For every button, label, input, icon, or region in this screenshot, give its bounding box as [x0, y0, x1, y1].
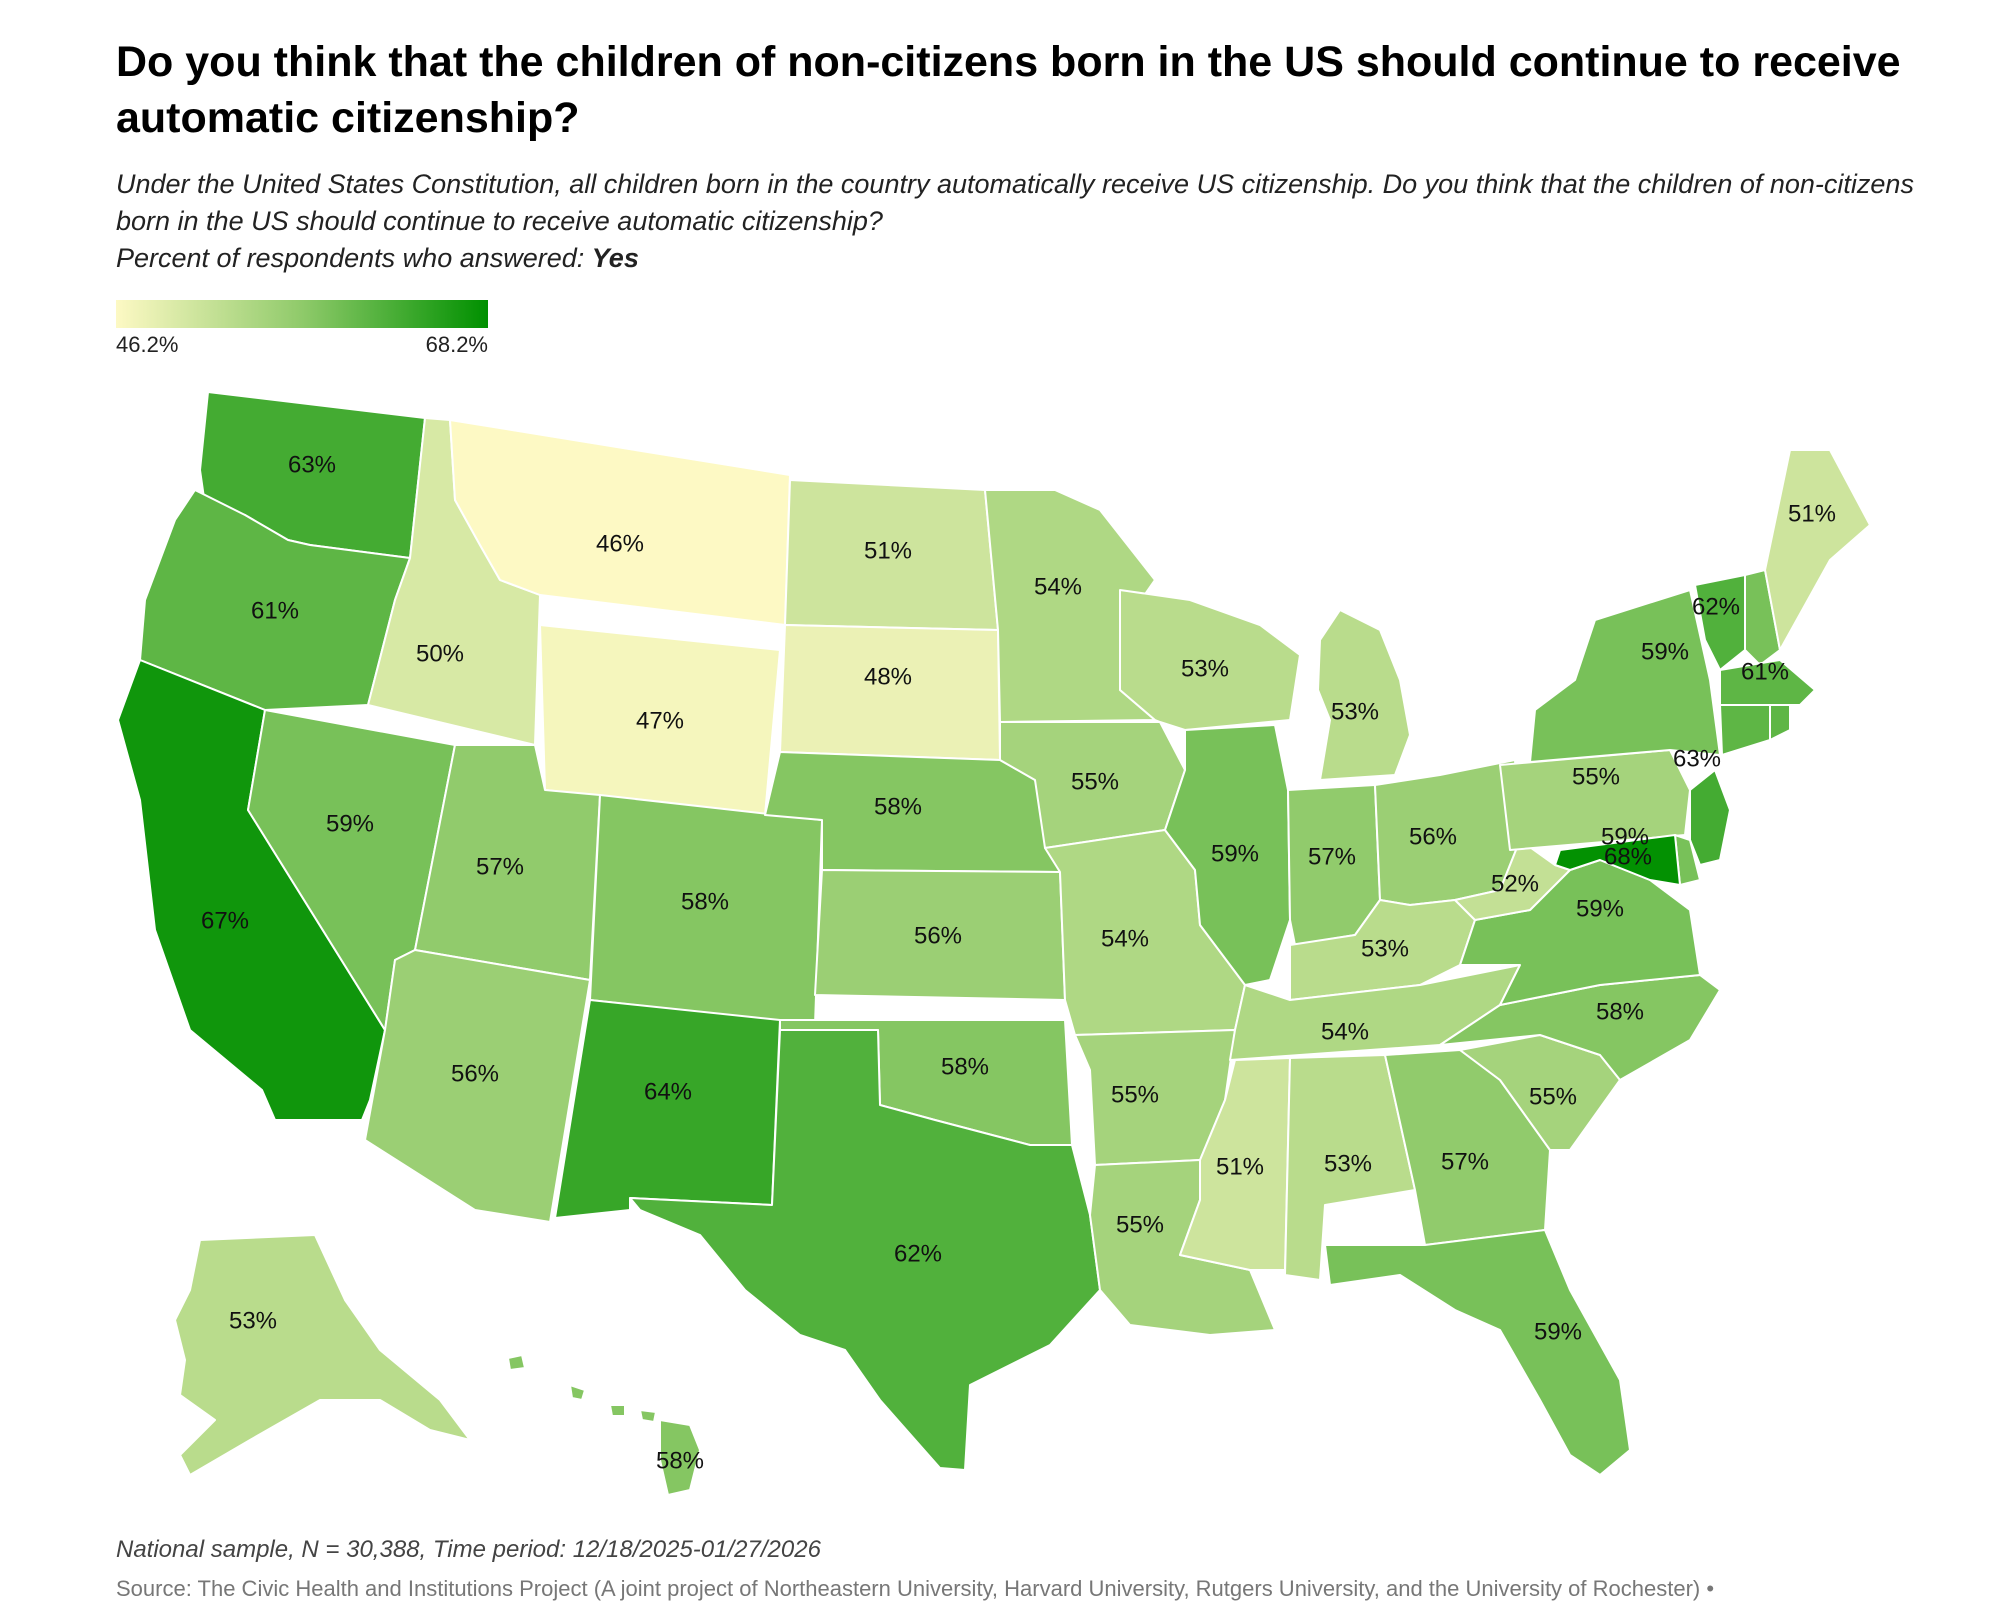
state-label-ga: 57%: [1441, 1148, 1489, 1175]
state-label-az: 56%: [451, 1060, 499, 1087]
state-ri[interactable]: [1769, 704, 1791, 741]
state-hi-island: [639, 1409, 657, 1423]
state-label-co: 58%: [681, 888, 729, 915]
state-label-ky: 53%: [1361, 935, 1409, 962]
state-label-sc: 55%: [1529, 1083, 1577, 1110]
state-label-mn: 54%: [1034, 573, 1082, 600]
legend-min-label: 46.2%: [116, 332, 179, 357]
state-label-tn: 54%: [1321, 1018, 1369, 1045]
state-hi-island: [507, 1354, 526, 1371]
state-label-fl: 59%: [1534, 1318, 1582, 1345]
state-label-hi: 58%: [656, 1447, 704, 1474]
sample-note: National sample, N = 30,388, Time period…: [116, 1536, 821, 1563]
state-ct[interactable]: [1719, 704, 1771, 756]
state-sd[interactable]: [779, 624, 1001, 761]
state-label-wa: 63%: [288, 451, 336, 478]
state-label-de: 59%: [1601, 823, 1649, 850]
state-label-id: 50%: [416, 640, 464, 667]
subtitle-question: Under the United States Constitution, al…: [116, 169, 1914, 236]
state-vt[interactable]: [1694, 574, 1746, 671]
state-label-ak: 53%: [229, 1307, 277, 1334]
state-label-pa: 55%: [1572, 763, 1620, 790]
source-note: Source: The Civic Health and Institution…: [116, 1576, 1715, 1601]
state-label-mi: 53%: [1331, 698, 1379, 725]
state-label-ut: 57%: [476, 853, 524, 880]
state-label-mo: 54%: [1101, 925, 1149, 952]
state-label-nj: 63%: [1673, 745, 1721, 772]
state-label-ms: 51%: [1216, 1153, 1264, 1180]
state-label-sd: 48%: [864, 663, 912, 690]
state-mi[interactable]: [1317, 609, 1411, 781]
state-label-va: 59%: [1576, 895, 1624, 922]
state-label-ca: 67%: [201, 907, 249, 934]
state-nm[interactable]: [554, 999, 781, 1219]
subtitle-prefix: Percent of respondents who answered:: [116, 243, 585, 273]
state-label-in: 57%: [1308, 843, 1356, 870]
subtitle-answer: Yes: [591, 243, 639, 273]
chart-title: Do you think that the children of non-ci…: [116, 38, 1901, 142]
state-label-ks: 56%: [914, 922, 962, 949]
legend-gradient-bar: [116, 300, 488, 328]
state-label-nd: 51%: [864, 537, 912, 564]
state-label-al: 53%: [1324, 1150, 1372, 1177]
state-label-vt: 62%: [1692, 593, 1740, 620]
state-nh[interactable]: [1744, 569, 1781, 666]
state-label-wv: 52%: [1491, 870, 1539, 897]
state-label-il: 59%: [1211, 840, 1259, 867]
state-md[interactable]: [1554, 834, 1681, 886]
state-label-wy: 47%: [636, 707, 684, 734]
state-label-nv: 59%: [326, 810, 374, 837]
state-hi-island: [569, 1384, 586, 1401]
state-label-me: 51%: [1788, 500, 1836, 527]
state-label-ma: 61%: [1741, 658, 1789, 685]
state-az[interactable]: [364, 949, 591, 1223]
state-fl[interactable]: [1324, 1229, 1631, 1476]
state-label-nc: 58%: [1596, 998, 1644, 1025]
chart-subtitle: Under the United States Constitution, al…: [116, 166, 1916, 277]
color-legend: 46.2% 68.2%: [116, 300, 488, 358]
state-ak[interactable]: [174, 1234, 471, 1476]
state-label-tx: 62%: [894, 1240, 942, 1267]
state-ma[interactable]: [1719, 659, 1816, 706]
state-hi-island: [609, 1404, 626, 1417]
state-hi[interactable]: [659, 1419, 701, 1496]
state-label-md: 68%: [1604, 843, 1652, 870]
state-label-la: 55%: [1116, 1211, 1164, 1238]
state-label-nm: 64%: [644, 1078, 692, 1105]
state-label-ny: 59%: [1641, 638, 1689, 665]
state-label-oh: 56%: [1409, 823, 1457, 850]
state-label-mt: 46%: [596, 530, 644, 557]
state-tx[interactable]: [629, 1029, 1101, 1471]
state-ny[interactable]: [1529, 589, 1721, 763]
state-label-wi: 53%: [1181, 655, 1229, 682]
state-me[interactable]: [1764, 449, 1871, 651]
state-label-ar: 55%: [1111, 1081, 1159, 1108]
subtitle-measure: Percent of respondents who answered: Yes: [116, 240, 1916, 277]
legend-max-label: 68.2%: [425, 332, 488, 357]
state-label-ok: 58%: [941, 1053, 989, 1080]
state-nj[interactable]: [1689, 769, 1731, 866]
state-label-ia: 55%: [1071, 768, 1119, 795]
state-label-or: 61%: [251, 597, 299, 624]
state-label-ne: 58%: [874, 793, 922, 820]
